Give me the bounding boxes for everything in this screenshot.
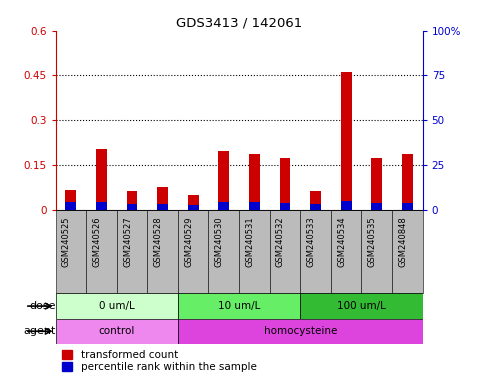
- Bar: [56, 319, 178, 344]
- Bar: [209, 210, 239, 293]
- Text: GSM240535: GSM240535: [368, 216, 377, 267]
- Bar: [56, 293, 178, 319]
- Text: dose: dose: [29, 301, 56, 311]
- Bar: [341, 201, 352, 210]
- Text: 100 um/L: 100 um/L: [337, 301, 386, 311]
- Text: GSM240528: GSM240528: [154, 216, 163, 267]
- Text: GSM240529: GSM240529: [184, 216, 193, 267]
- Text: GSM240527: GSM240527: [123, 216, 132, 267]
- Bar: [218, 151, 229, 210]
- Text: GSM240526: GSM240526: [92, 216, 101, 267]
- Bar: [127, 204, 137, 210]
- Bar: [249, 154, 260, 210]
- Text: GSM240534: GSM240534: [337, 216, 346, 267]
- Text: control: control: [99, 326, 135, 336]
- Text: 10 um/L: 10 um/L: [218, 301, 260, 311]
- Bar: [249, 202, 260, 210]
- Bar: [331, 210, 361, 293]
- Bar: [300, 293, 423, 319]
- Text: agent: agent: [23, 326, 56, 336]
- Bar: [371, 203, 382, 210]
- Bar: [402, 203, 412, 210]
- Bar: [178, 319, 423, 344]
- Bar: [341, 73, 352, 210]
- Text: GSM240532: GSM240532: [276, 216, 285, 267]
- Bar: [188, 205, 199, 210]
- Bar: [402, 154, 412, 210]
- Bar: [280, 158, 290, 210]
- Bar: [147, 210, 178, 293]
- Title: GDS3413 / 142061: GDS3413 / 142061: [176, 17, 302, 30]
- Bar: [157, 187, 168, 210]
- Text: GSM240530: GSM240530: [215, 216, 224, 267]
- Bar: [270, 210, 300, 293]
- Bar: [178, 293, 300, 319]
- Bar: [300, 210, 331, 293]
- Text: GSM240533: GSM240533: [307, 216, 315, 267]
- Bar: [66, 190, 76, 210]
- Bar: [96, 202, 107, 210]
- Bar: [239, 210, 270, 293]
- Legend: transformed count, percentile rank within the sample: transformed count, percentile rank withi…: [61, 349, 257, 373]
- Bar: [56, 210, 86, 293]
- Bar: [188, 195, 199, 210]
- Bar: [361, 210, 392, 293]
- Bar: [117, 210, 147, 293]
- Bar: [178, 210, 209, 293]
- Text: GSM240525: GSM240525: [62, 216, 71, 267]
- Bar: [96, 149, 107, 210]
- Bar: [280, 203, 290, 210]
- Text: homocysteine: homocysteine: [264, 326, 337, 336]
- Bar: [371, 158, 382, 210]
- Bar: [310, 191, 321, 210]
- Text: 0 um/L: 0 um/L: [99, 301, 135, 311]
- Bar: [157, 204, 168, 210]
- Bar: [66, 202, 76, 210]
- Text: GSM240848: GSM240848: [398, 216, 407, 267]
- Bar: [218, 202, 229, 210]
- Text: GSM240531: GSM240531: [245, 216, 255, 267]
- Bar: [127, 191, 137, 210]
- Bar: [86, 210, 117, 293]
- Bar: [392, 210, 423, 293]
- Bar: [310, 204, 321, 210]
